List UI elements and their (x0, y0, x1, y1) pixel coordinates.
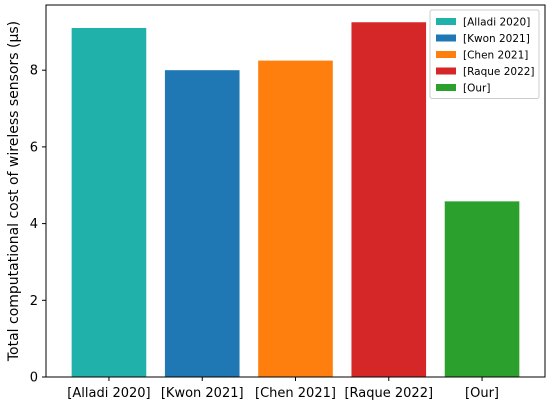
bar-2 (258, 60, 333, 377)
y-axis-ticks: 0 2 4 6 8 (30, 64, 46, 386)
legend-label: [Chen 2021] (463, 50, 528, 62)
legend-box (429, 9, 540, 99)
bar-0 (71, 28, 147, 377)
legend-label: [Our] (463, 83, 490, 95)
bar-3 (351, 22, 427, 378)
x-tick-label: [Kwon 2021] (161, 386, 244, 401)
x-axis-ticks: [Alladi 2020] [Kwon 2021] [Chen 2021] [Raqu… (67, 377, 499, 401)
legend-label: [Kwon 2021] (463, 33, 530, 45)
legend-swatch (436, 18, 456, 25)
x-tick-label: [Raque 2022] (344, 386, 433, 401)
y-tick-label: 6 (30, 140, 38, 155)
bar-4 (444, 201, 520, 377)
bar-1 (164, 70, 240, 378)
legend-swatch (436, 67, 456, 75)
legend-swatch (436, 84, 456, 91)
bars-layer (71, 22, 520, 378)
legend: [Alladi 2020] [Kwon 2021] [Chen 2021] [Raqu… (429, 9, 540, 99)
x-tick-label: [Alladi 2020] (67, 386, 150, 401)
y-tick-label: 8 (30, 64, 38, 79)
x-tick-label: [Our] (465, 386, 499, 401)
y-tick-label: 0 (30, 371, 38, 386)
y-axis-title: Total computational cost of wireless sen… (6, 21, 22, 362)
x-tick-label: [Chen 2021] (255, 386, 336, 401)
legend-label: [Raque 2022] (463, 66, 535, 78)
y-tick-label: 4 (30, 217, 38, 232)
legend-label: [Alladi 2020] (463, 17, 530, 29)
y-tick-label: 2 (30, 294, 38, 309)
legend-swatch (436, 34, 456, 42)
legend-swatch (436, 51, 456, 58)
